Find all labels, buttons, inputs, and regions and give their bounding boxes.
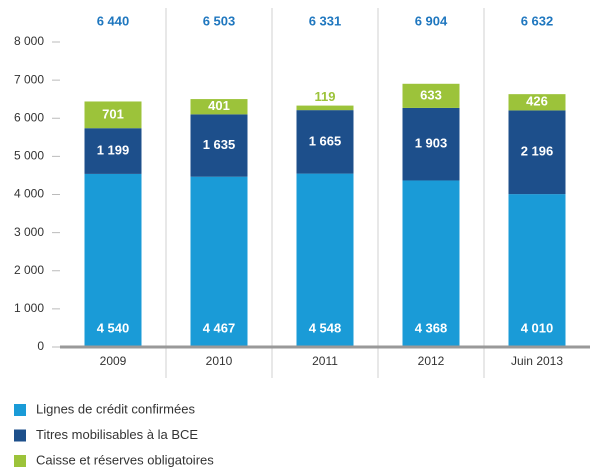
total-label: 6 331 [309,13,342,28]
total-label: 6 632 [521,13,554,28]
y-tick-label: 4 000 [14,187,44,201]
bar-segment [84,173,142,347]
bar-segment [296,105,354,111]
bar-segment [84,128,142,174]
x-tick-label: 2009 [100,354,127,368]
y-tick-label: 7 000 [14,72,44,86]
x-tick-label: 2011 [312,354,338,368]
bar-segment [84,101,142,129]
data-label: 4 368 [415,320,448,335]
data-label: 426 [526,94,548,109]
legend-swatch [14,429,26,442]
data-label: 4 548 [309,320,342,335]
data-label: 2 196 [521,144,554,159]
y-tick-label: 6 000 [14,110,44,124]
total-label: 6 503 [203,13,236,28]
legend-swatch [14,404,26,416]
data-label: 4 010 [521,320,554,335]
data-label: 401 [208,98,230,113]
data-label: 119 [315,89,336,104]
data-label: 633 [420,87,442,102]
bar-segment [508,94,566,111]
y-tick-label: 8 000 [14,34,44,48]
bar-segment [402,107,460,181]
bar-segment [190,176,248,347]
data-label: 1 635 [203,137,236,152]
bar-segment [402,180,460,347]
y-tick-label: 1 000 [14,301,44,315]
total-label: 6 904 [415,13,448,28]
y-tick-label: 5 000 [14,149,44,163]
y-tick-label: 3 000 [14,225,44,239]
bar-segment [296,110,354,174]
data-label: 4 467 [203,320,236,335]
y-tick-label: 0 [37,339,44,353]
legend-label: Titres mobilisables à la BCE [36,427,198,442]
bar-segment [508,110,566,195]
data-label: 1 665 [309,133,342,148]
bar-segment [508,194,566,347]
x-tick-label: 2012 [418,354,445,368]
x-tick-label: Juin 2013 [511,354,563,368]
data-label: 1 903 [415,136,448,151]
total-label: 6 440 [97,13,130,28]
bar-segment [296,173,354,347]
data-label: 701 [102,106,124,121]
legend-label: Lignes de crédit confirmées [36,401,195,416]
legend-label: Caisse et réserves obligatoires [36,452,214,467]
bar-segment [190,99,248,115]
legend-swatch [14,455,26,467]
data-label: 1 199 [97,142,130,157]
y-tick-label: 2 000 [14,263,44,277]
x-tick-label: 2010 [206,354,233,368]
bar-segment [190,114,248,177]
data-label: 4 540 [97,320,130,335]
bar-segment [402,83,460,108]
